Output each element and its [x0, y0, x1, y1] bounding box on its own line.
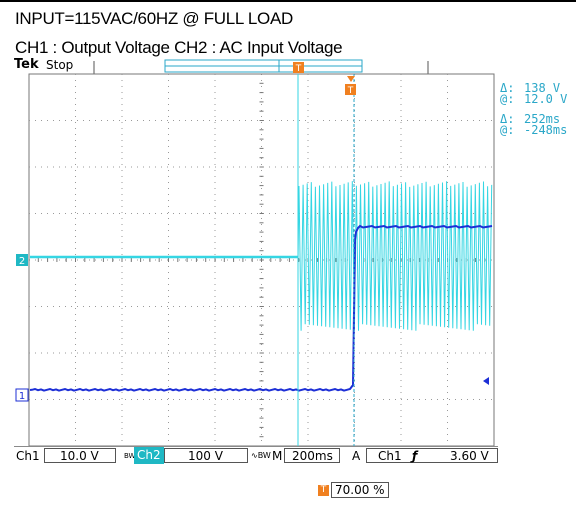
at2-label: @:: [500, 123, 515, 137]
at2-value: -248ms: [524, 123, 568, 137]
at1-label: @:: [500, 92, 515, 106]
ch1-scale: 10.0 V: [60, 449, 99, 463]
run-state: Stop: [46, 58, 74, 72]
brand-logo: Tek: [14, 57, 39, 72]
timebase-value: 200ms: [292, 449, 333, 463]
acquisition-label: A: [352, 449, 361, 463]
trigger-level: 3.60 V: [450, 449, 489, 463]
ch2-coupling: ∿BW: [251, 451, 271, 460]
trigger-level-arrow: [483, 377, 489, 385]
channel-status-bar: Ch1 10.0 V BW Ch2 100 V ∿BW M 200ms A Ch…: [14, 446, 498, 465]
ch2-scale-box[interactable]: [164, 448, 248, 463]
delta1-label: Δ:: [500, 81, 515, 95]
ch2-scale: 100 V: [188, 449, 223, 463]
ch1-label[interactable]: Ch1: [16, 449, 40, 463]
ch1-scale-box[interactable]: [44, 448, 116, 463]
trigger-slope-icon: ƒ: [412, 449, 418, 463]
ch1-ground-marker[interactable]: 1: [15, 388, 29, 402]
trigger-position-value: 70.00 %: [331, 482, 389, 498]
ch2-label[interactable]: Ch2: [134, 447, 164, 464]
trigger-position-marker: T T: [293, 62, 356, 96]
trigger-position-icon: T: [318, 485, 329, 496]
ch1-output-voltage-trace: [29, 224, 493, 392]
record-length-indicator: [93, 59, 429, 74]
svg-text:1: 1: [19, 391, 25, 402]
svg-text:T: T: [295, 64, 302, 74]
ch1-bandwidth-limit: BW: [124, 452, 136, 460]
channel-legend-title: CH1 : Output Voltage CH2 : AC Input Volt…: [15, 38, 343, 57]
cursor-readouts: Δ: 138 V @: 12.0 V Δ: 252ms @: -248ms: [500, 81, 567, 199]
trigger-source: Ch1: [378, 449, 402, 463]
svg-text:T: T: [347, 86, 354, 96]
trigger-box[interactable]: [366, 448, 498, 463]
delta2-label: Δ:: [500, 112, 515, 126]
timebase-box[interactable]: [284, 448, 340, 463]
delta2-value: 252ms: [524, 112, 561, 126]
test-condition-title: INPUT=115VAC/60HZ @ FULL LOAD: [15, 9, 293, 28]
trigger-position-readout: T 70.00 %: [318, 482, 389, 498]
top-rule: [0, 0, 576, 2]
at1-value: 12.0 V: [524, 92, 568, 106]
ch2-ac-input-trace: [30, 181, 493, 331]
ch2-ground-marker[interactable]: 2: [16, 254, 28, 267]
svg-text:2: 2: [19, 256, 25, 267]
delta1-value: 138 V: [524, 81, 561, 95]
timebase-label: M: [272, 449, 283, 463]
